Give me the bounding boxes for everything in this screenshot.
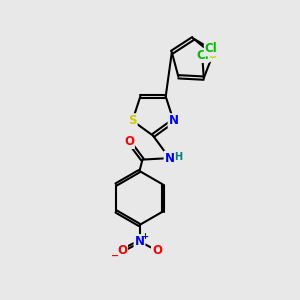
Text: N: N [169,114,178,127]
Text: Cl: Cl [196,49,208,62]
Text: O: O [117,244,127,257]
Text: S: S [128,114,137,127]
Text: N: N [164,152,175,165]
Text: +: + [141,232,148,241]
Text: S: S [208,48,217,61]
Text: N: N [134,235,145,248]
Text: H: H [174,152,183,162]
Text: O: O [152,244,162,257]
Text: −: − [111,251,120,261]
Text: Cl: Cl [205,42,217,56]
Text: O: O [124,135,134,148]
